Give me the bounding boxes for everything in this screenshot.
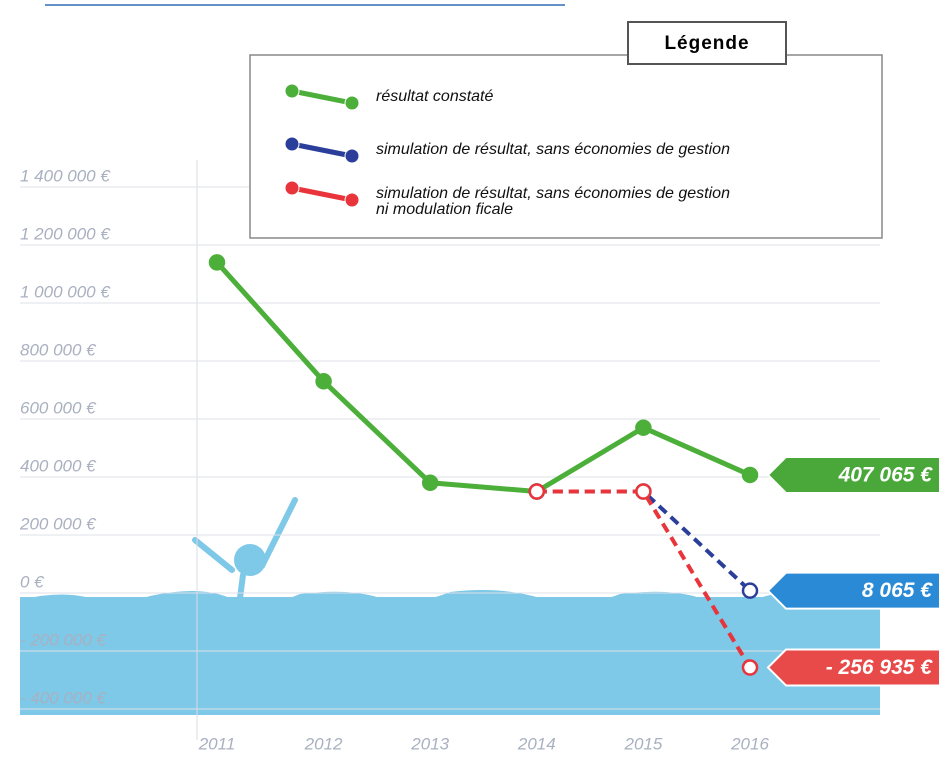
x-tick-label: 2016 — [730, 734, 769, 753]
legend-title: Légende — [664, 33, 749, 54]
value-label: 407 065 € — [838, 463, 934, 486]
x-tick-label: 2014 — [517, 734, 556, 753]
legend-dot — [345, 96, 359, 110]
chart: - 400 000 € - 200 000 € 0 € 200 000 € 400 00… — [0, 0, 945, 758]
y-tick-label: 400 000 € — [20, 456, 97, 475]
y-tick-label: 800 000 € — [20, 340, 97, 359]
data-point — [210, 255, 224, 269]
value-label: - 256 935 € — [826, 656, 934, 679]
x-tick-label: 2011 — [198, 734, 236, 753]
series-line — [217, 262, 750, 491]
y-tick-label: 1 000 000 € — [20, 282, 111, 301]
legend-label: résultat constaté — [376, 88, 494, 105]
data-point — [743, 468, 757, 482]
x-tick-label: 2015 — [623, 734, 662, 753]
value-label: 8 065 € — [862, 579, 933, 602]
legend-dot — [285, 137, 299, 151]
y-tick-label: - 400 000 € — [20, 688, 108, 707]
legend-dot — [285, 84, 299, 98]
data-point — [636, 485, 650, 499]
x-tick-label: 2012 — [304, 734, 343, 753]
data-point — [423, 476, 437, 490]
y-tick-label: 1 400 000 € — [20, 166, 111, 185]
legend-dot — [285, 181, 299, 195]
data-point — [743, 661, 757, 675]
y-tick-label: 0 € — [20, 572, 45, 591]
data-point — [530, 485, 544, 499]
water — [20, 597, 880, 715]
drowning-figure — [195, 500, 295, 598]
data-point — [636, 421, 650, 435]
y-tick-label: 200 000 € — [19, 514, 97, 533]
y-tick-label: 1 200 000 € — [20, 224, 111, 243]
legend-label: simulation de résultat, sans économies d… — [376, 141, 730, 158]
y-tick-label: 600 000 € — [20, 398, 97, 417]
legend-dot — [345, 149, 359, 163]
legend: Légende résultat constaté simulation de r… — [250, 22, 882, 238]
data-point — [743, 584, 757, 598]
series-line — [537, 492, 750, 591]
y-tick-label: - 200 000 € — [20, 630, 108, 649]
x-tick-label: 2013 — [410, 734, 449, 753]
legend-dot — [345, 193, 359, 207]
data-point — [317, 374, 331, 388]
